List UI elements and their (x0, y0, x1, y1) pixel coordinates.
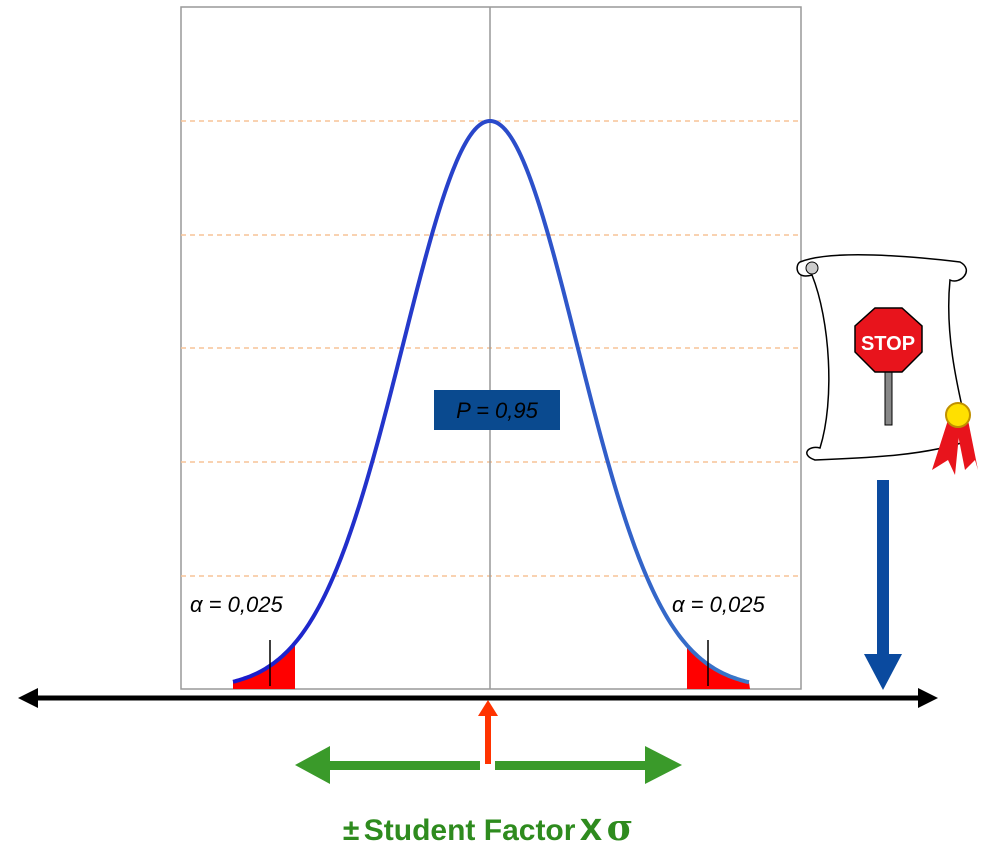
tail-label: α = 0,025 (672, 592, 765, 617)
mean-arrow-head (478, 700, 498, 716)
sigma: σ (607, 807, 634, 849)
probability-label: P = 0,95 (456, 398, 539, 423)
sign-text: STOP (861, 333, 915, 355)
scroll-icon: STOP (797, 255, 978, 475)
bottom-label: ± Student Factor x σ (343, 805, 633, 849)
blue-arrow-head (864, 654, 902, 690)
plus-minus: ± (343, 814, 359, 847)
diagram: α = 0,025 α = 0,025 P = 0,95 STOP ± Stud… (0, 0, 996, 850)
label-text: Student Factor (364, 814, 576, 847)
tail-label: α = 0,025 (190, 592, 283, 617)
blue-arrow (877, 480, 889, 656)
times: x (580, 805, 602, 849)
